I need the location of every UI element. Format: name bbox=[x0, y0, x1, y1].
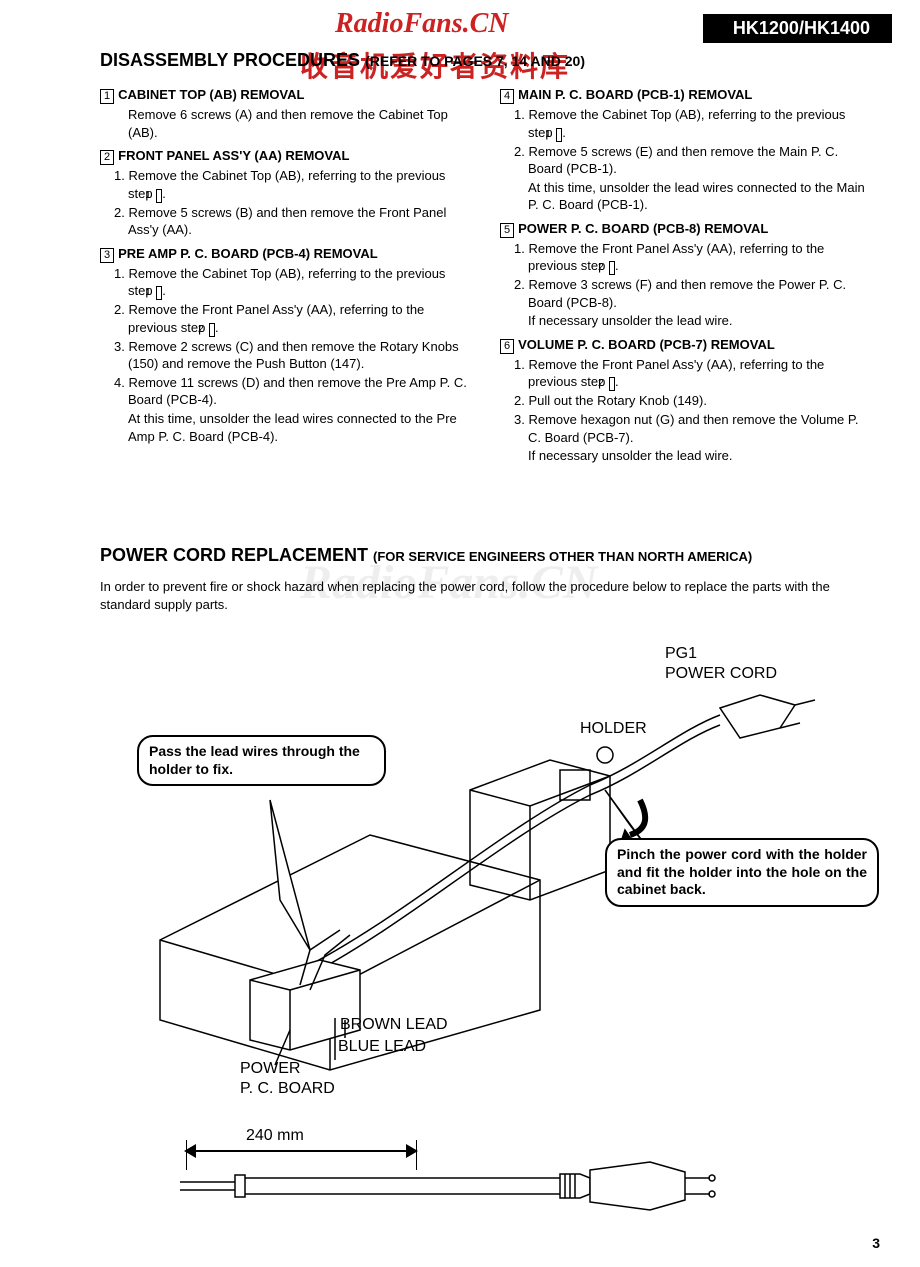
section-4-line-3: At this time, unsolder the lead wires co… bbox=[500, 179, 870, 214]
section-1-head: 1 CABINET TOP (AB) REMOVAL bbox=[100, 86, 470, 104]
section-3-line-1: 1. Remove the Cabinet Top (AB), referrin… bbox=[100, 265, 470, 301]
section-4-line-1: 1. Remove the Cabinet Top (AB), referrin… bbox=[500, 106, 870, 142]
plug-detail bbox=[180, 1160, 730, 1220]
section-6-line-3: 3. Remove hexagon nut (G) and then remov… bbox=[500, 411, 870, 446]
section-5-line-3: If necessary unsolder the lead wire. bbox=[500, 312, 870, 330]
section-5-line-1: 1. Remove the Front Panel Ass'y (AA), re… bbox=[500, 240, 870, 276]
section-6-title: VOLUME P. C. BOARD (PCB-7) REMOVAL bbox=[518, 337, 775, 352]
section-2-line-1: 1. Remove the Cabinet Top (AB), referrin… bbox=[100, 167, 470, 203]
section-3-title: PRE AMP P. C. BOARD (PCB-4) REMOVAL bbox=[118, 246, 378, 261]
section-3-line-5: At this time, unsolder the lead wires co… bbox=[100, 410, 470, 445]
ref-1b: 1 bbox=[156, 286, 162, 300]
label-power-pcb-2: P. C. BOARD bbox=[240, 1080, 335, 1098]
title1-sub: (REFER TO PAGES 7, 14 AND 20) bbox=[365, 53, 585, 69]
powercord-body: In order to prevent fire or shock hazard… bbox=[100, 578, 870, 613]
ref-1a: 1 bbox=[156, 189, 162, 203]
ref-2b: 2 bbox=[609, 261, 615, 275]
banner-radiofans: RadioFans.CN bbox=[335, 8, 509, 40]
section-3-line-3: 3. Remove 2 screws (C) and then remove t… bbox=[100, 338, 470, 373]
section-3-head: 3 PRE AMP P. C. BOARD (PCB-4) REMOVAL bbox=[100, 245, 470, 263]
dimension-bar bbox=[186, 1150, 416, 1152]
ref-2a: 2 bbox=[209, 323, 215, 337]
section-1-title: CABINET TOP (AB) REMOVAL bbox=[118, 87, 304, 102]
page-number: 3 bbox=[872, 1235, 880, 1251]
section-5-line-2: 2. Remove 3 screws (F) and then remove t… bbox=[500, 276, 870, 311]
label-blue-lead: BLUE LEAD bbox=[338, 1038, 426, 1056]
box-5: 5 bbox=[500, 223, 514, 238]
procedures-columns: 1 CABINET TOP (AB) REMOVAL Remove 6 screw… bbox=[100, 80, 870, 466]
section-6-line-4: If necessary unsolder the lead wire. bbox=[500, 447, 870, 465]
box-6: 6 bbox=[500, 339, 514, 354]
section-6-line-2: 2. Pull out the Rotary Knob (149). bbox=[500, 392, 870, 410]
box-3: 3 bbox=[100, 248, 114, 263]
label-power-pcb-1: POWER bbox=[240, 1060, 300, 1078]
label-holder: HOLDER bbox=[580, 720, 647, 738]
section-4-title: MAIN P. C. BOARD (PCB-1) REMOVAL bbox=[518, 87, 752, 102]
section-4-head: 4 MAIN P. C. BOARD (PCB-1) REMOVAL bbox=[500, 86, 870, 104]
section-5-title: POWER P. C. BOARD (PCB-8) REMOVAL bbox=[518, 221, 768, 236]
label-240mm: 240 mm bbox=[246, 1127, 304, 1145]
model-badge: HK1200/HK1400 bbox=[703, 14, 892, 43]
section-5-head: 5 POWER P. C. BOARD (PCB-8) REMOVAL bbox=[500, 220, 870, 238]
right-column: 4 MAIN P. C. BOARD (PCB-1) REMOVAL 1. Rem… bbox=[500, 80, 870, 466]
title2-main: POWER CORD REPLACEMENT bbox=[100, 545, 368, 565]
section-3-line-4: 4. Remove 11 screws (D) and then remove … bbox=[100, 374, 470, 409]
title2-sub: (FOR SERVICE ENGINEERS OTHER THAN NORTH … bbox=[373, 549, 752, 564]
callout-1: Pass the lead wires through the holder t… bbox=[137, 735, 386, 786]
section-1-line-1: Remove 6 screws (A) and then remove the … bbox=[100, 106, 470, 141]
ref-1c: 1 bbox=[556, 128, 562, 142]
section-6-line-1: 1. Remove the Front Panel Ass'y (AA), re… bbox=[500, 356, 870, 392]
ref-2c: 2 bbox=[609, 377, 615, 391]
section-3-line-2: 2. Remove the Front Panel Ass'y (AA), re… bbox=[100, 301, 470, 337]
box-2: 2 bbox=[100, 150, 114, 165]
label-brown-lead: BROWN LEAD bbox=[340, 1016, 448, 1034]
powercord-title: POWER CORD REPLACEMENT (FOR SERVICE ENGI… bbox=[100, 545, 752, 566]
box-1: 1 bbox=[100, 89, 114, 104]
callout-2: Pinch the power cord with the holder and… bbox=[605, 838, 879, 907]
section-2-title: FRONT PANEL ASS'Y (AA) REMOVAL bbox=[118, 148, 349, 163]
section-6-head: 6 VOLUME P. C. BOARD (PCB-7) REMOVAL bbox=[500, 336, 870, 354]
disassembly-title: DISASSEMBLY PROCEDURES (REFER TO PAGES 7… bbox=[100, 50, 585, 71]
section-2-head: 2 FRONT PANEL ASS'Y (AA) REMOVAL bbox=[100, 147, 470, 165]
section-4-line-2: 2. Remove 5 screws (E) and then remove t… bbox=[500, 143, 870, 178]
box-4: 4 bbox=[500, 89, 514, 104]
label-pg1: PG1 bbox=[665, 645, 697, 663]
section-2-line-2: 2. Remove 5 screws (B) and then remove t… bbox=[100, 204, 470, 239]
left-column: 1 CABINET TOP (AB) REMOVAL Remove 6 screw… bbox=[100, 80, 470, 466]
title1-main: DISASSEMBLY PROCEDURES bbox=[100, 50, 360, 70]
label-powercord: POWER CORD bbox=[665, 665, 777, 683]
